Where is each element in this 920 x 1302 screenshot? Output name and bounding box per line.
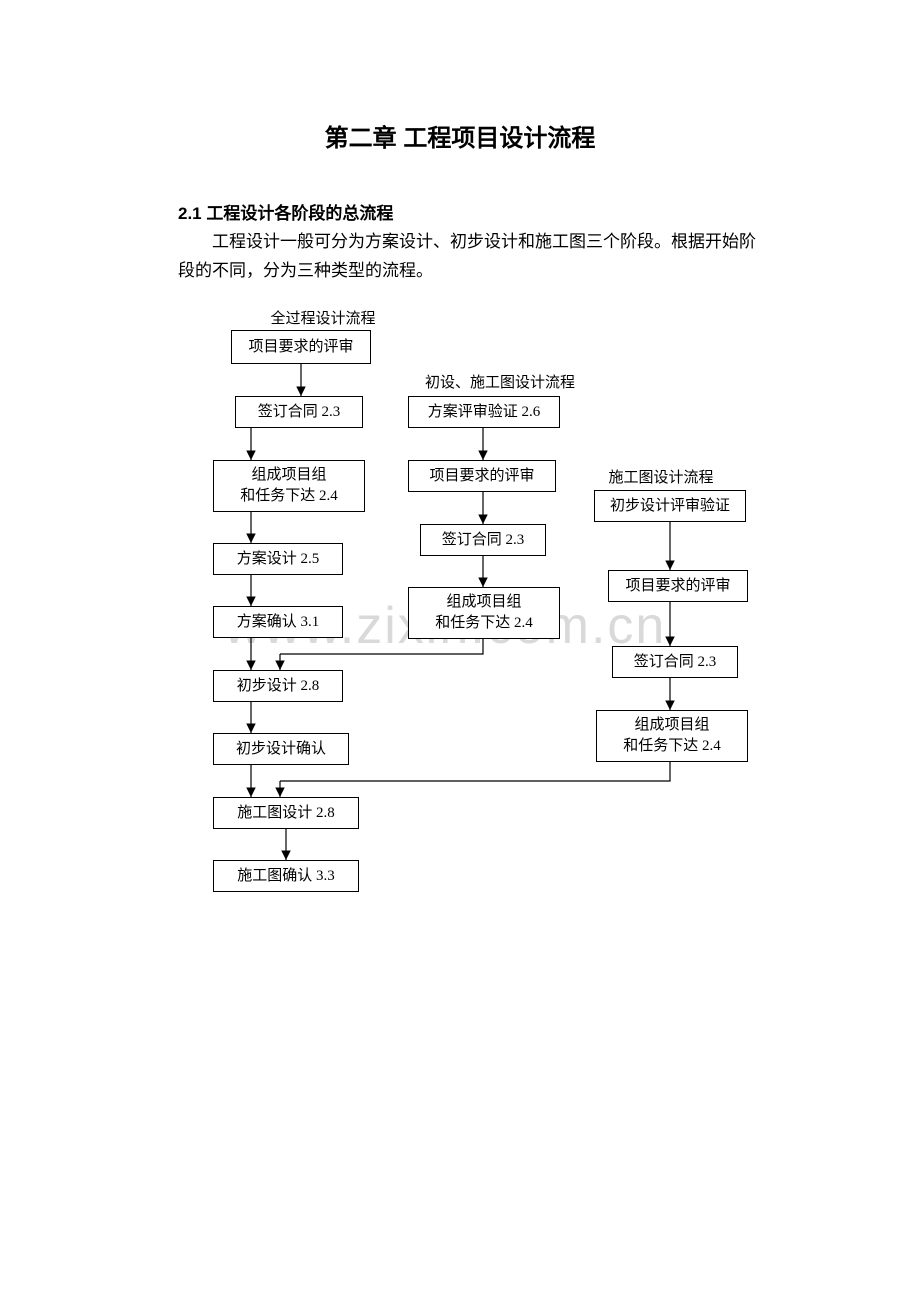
node-a9: 施工图确认 3.3 bbox=[213, 860, 359, 892]
node-a4: 方案设计 2.5 bbox=[213, 543, 343, 575]
node-b1: 方案评审验证 2.6 bbox=[408, 396, 560, 428]
section-number: 2.1 bbox=[178, 204, 202, 223]
node-c2: 项目要求的评审 bbox=[608, 570, 748, 602]
node-b4: 组成项目组 和任务下达 2.4 bbox=[408, 587, 560, 639]
node-c3: 签订合同 2.3 bbox=[612, 646, 738, 678]
node-a7: 初步设计确认 bbox=[213, 733, 349, 765]
node-c1: 初步设计评审验证 bbox=[594, 490, 746, 522]
node-a1: 项目要求的评审 bbox=[231, 330, 371, 364]
column-label-a: 全过程设计流程 bbox=[258, 307, 388, 328]
node-b2: 项目要求的评审 bbox=[408, 460, 556, 492]
node-a2: 签订合同 2.3 bbox=[235, 396, 363, 428]
node-a3: 组成项目组 和任务下达 2.4 bbox=[213, 460, 365, 512]
node-c4: 组成项目组 和任务下达 2.4 bbox=[596, 710, 748, 762]
intro-paragraph: 工程设计一般可分为方案设计、初步设计和施工图三个阶段。根据开始阶段的不同，分为三… bbox=[178, 228, 762, 286]
node-a5: 方案确认 3.1 bbox=[213, 606, 343, 638]
section-heading: 2.1 工程设计各阶段的总流程 bbox=[178, 199, 393, 224]
section-title: 工程设计各阶段的总流程 bbox=[206, 204, 393, 223]
node-b3: 签订合同 2.3 bbox=[420, 524, 546, 556]
page-title: 第二章 工程项目设计流程 bbox=[0, 118, 920, 153]
column-label-b: 初设、施工图设计流程 bbox=[410, 371, 590, 392]
node-a6: 初步设计 2.8 bbox=[213, 670, 343, 702]
column-label-c: 施工图设计流程 bbox=[596, 466, 726, 487]
node-a8: 施工图设计 2.8 bbox=[213, 797, 359, 829]
